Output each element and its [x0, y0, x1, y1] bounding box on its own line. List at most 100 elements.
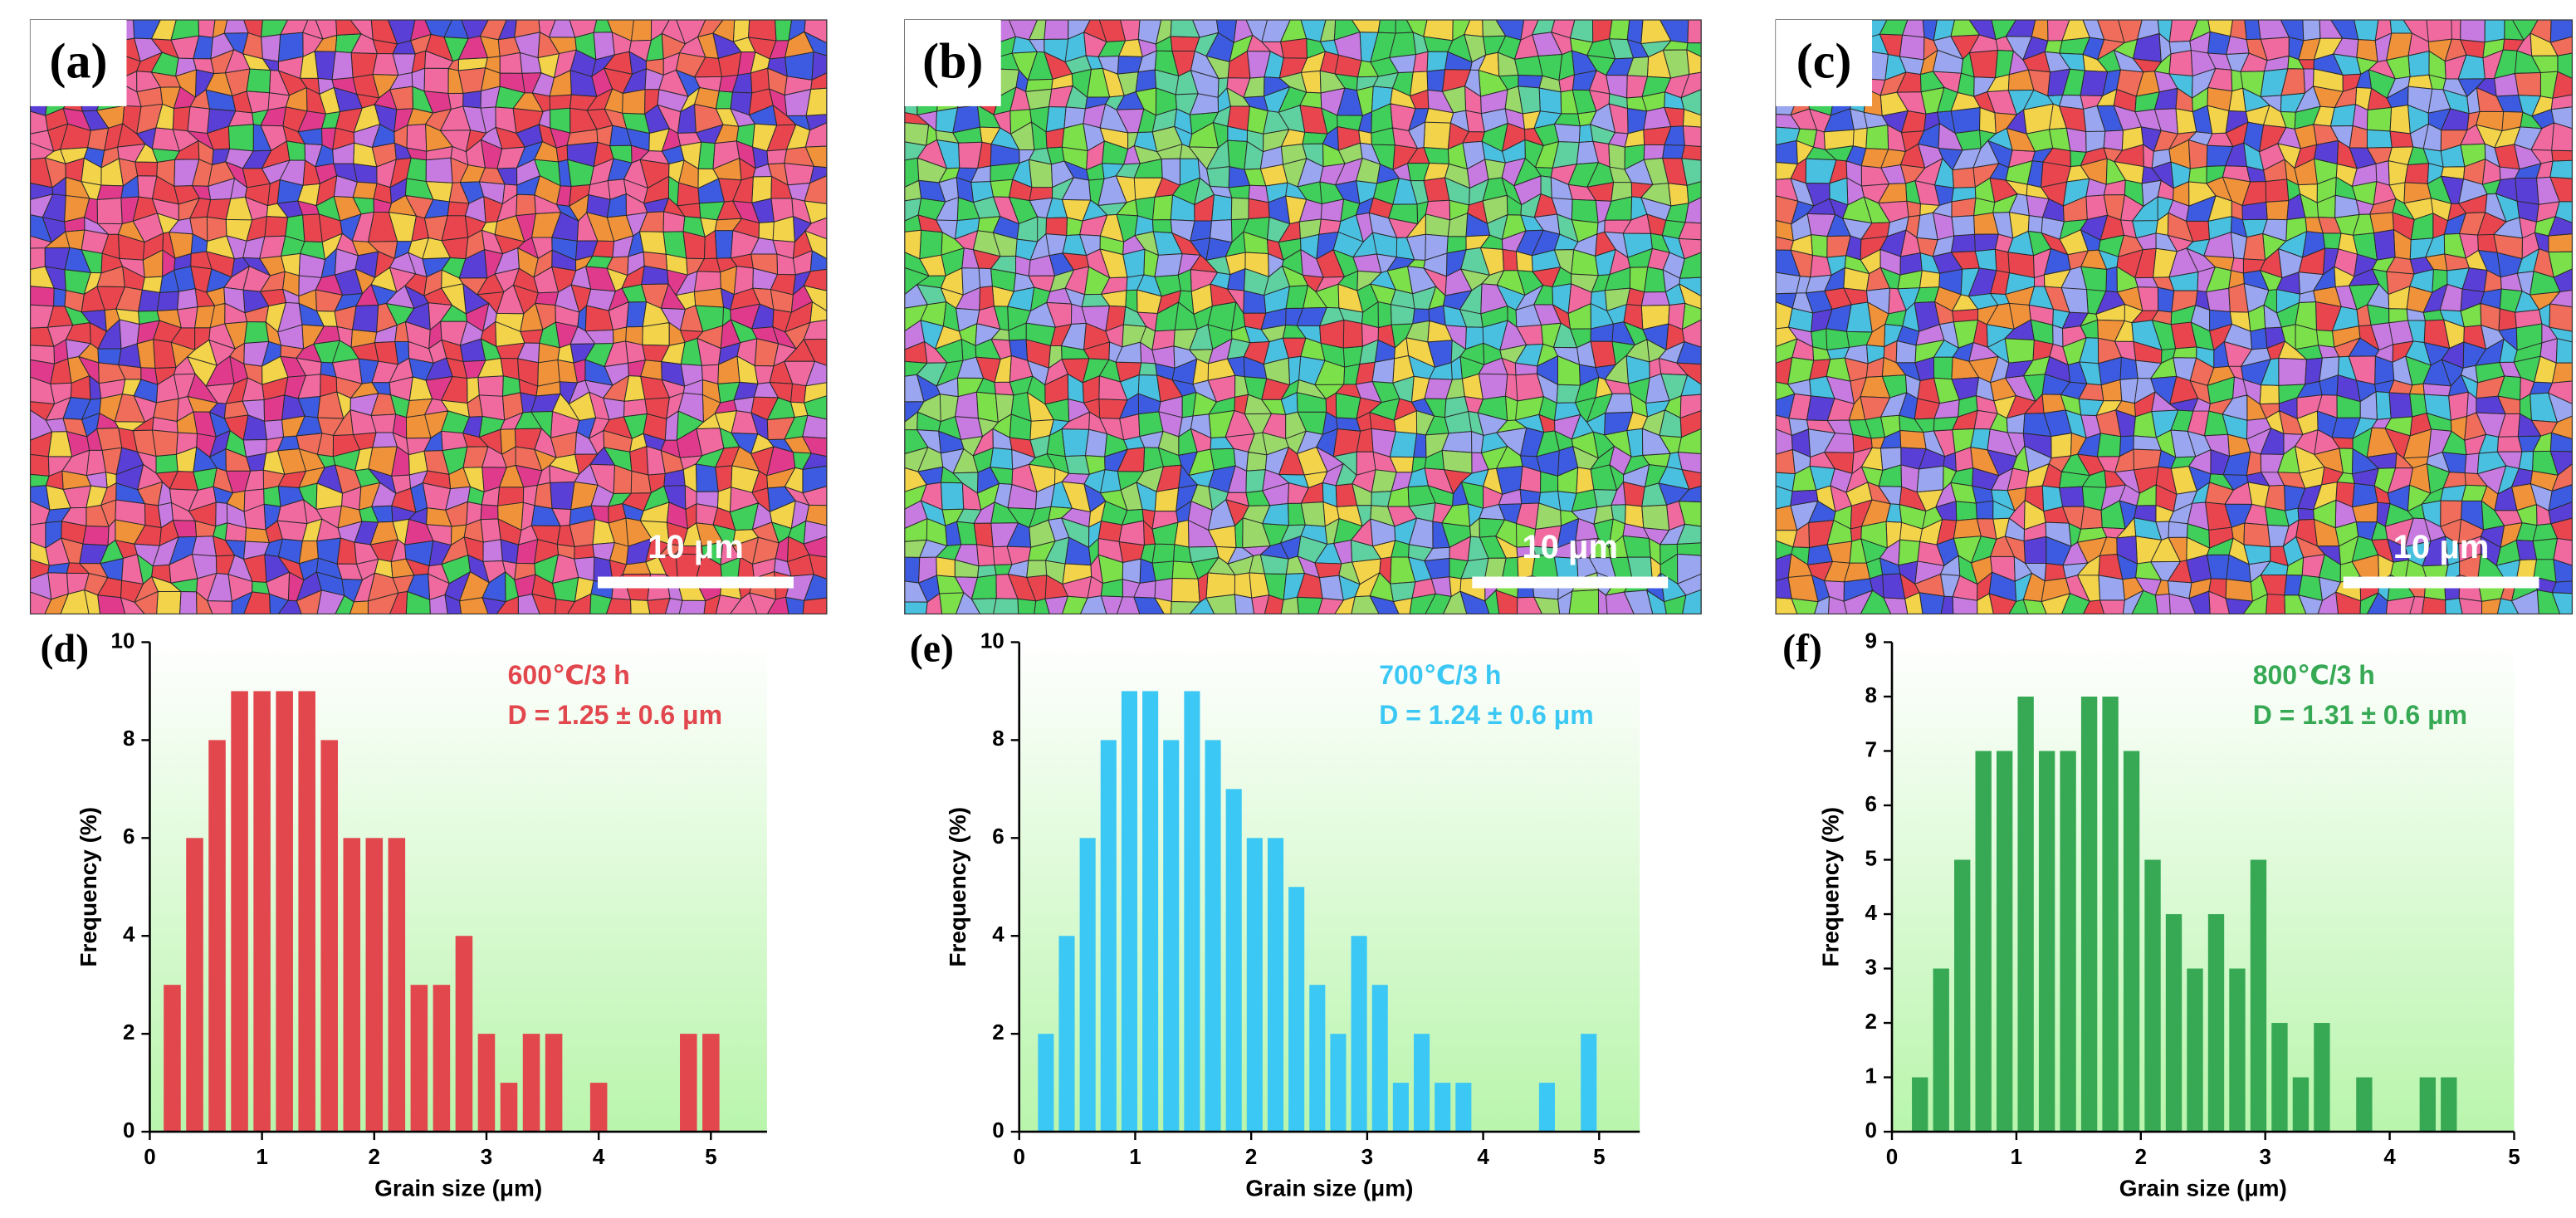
x-axis-label: Grain size (μm)	[1245, 1175, 1413, 1201]
bar	[1267, 838, 1284, 1132]
bar	[477, 1034, 496, 1132]
bar	[2123, 751, 2140, 1132]
y-tick-label: 6	[123, 824, 134, 849]
x-tick-label: 5	[1593, 1144, 1605, 1169]
bar	[1371, 985, 1388, 1132]
image-frame	[29, 19, 828, 615]
bar	[276, 691, 293, 1132]
bar	[1975, 751, 1992, 1132]
bar	[1538, 1083, 1555, 1132]
x-tick-label: 4	[593, 1144, 605, 1169]
y-tick-label: 6	[992, 824, 1004, 849]
panel-label: (b)	[922, 34, 983, 89]
y-tick-label: 8	[123, 726, 134, 751]
bar	[298, 691, 315, 1132]
bar	[164, 985, 181, 1132]
bar	[1933, 968, 1949, 1132]
scale-bar-label: 10 μm	[648, 529, 744, 565]
bar	[1121, 691, 1138, 1132]
panel-label: (d)	[41, 626, 90, 670]
y-tick-label: 5	[1865, 845, 1877, 870]
bar	[2292, 1077, 2310, 1132]
y-tick-label: 4	[1865, 900, 1878, 925]
annotation: D = 1.25 ± 0.6 μm	[508, 700, 722, 730]
x-tick-label: 0	[144, 1144, 155, 1169]
x-tick-label: 1	[2011, 1144, 2022, 1169]
bar	[186, 838, 203, 1132]
bar	[1079, 838, 1096, 1132]
x-tick-label: 1	[256, 1144, 267, 1169]
x-tick-label: 4	[2383, 1144, 2396, 1169]
bar	[680, 1034, 697, 1132]
bar	[1205, 740, 1221, 1132]
bar	[1288, 887, 1305, 1132]
grain	[1775, 19, 2573, 614]
bar	[1912, 1077, 1928, 1132]
bar	[2441, 1077, 2457, 1132]
bar	[1163, 740, 1180, 1132]
bar	[410, 985, 428, 1132]
bar	[2314, 1023, 2330, 1132]
bar	[1142, 691, 1159, 1132]
y-tick-label: 2	[123, 1020, 134, 1044]
bar	[2102, 696, 2119, 1132]
x-tick-label: 1	[1129, 1144, 1141, 1169]
bar	[208, 740, 226, 1132]
plot-background	[1892, 642, 2515, 1132]
y-tick-label: 2	[992, 1020, 1004, 1044]
bar	[2356, 1077, 2373, 1132]
panel-label: (f)	[1782, 626, 1822, 670]
label-box	[30, 19, 127, 106]
bar	[702, 1034, 720, 1132]
bar	[365, 838, 384, 1132]
scale-bar-label: 10 μm	[1522, 529, 1618, 565]
image-frame	[1775, 19, 2574, 615]
panel-label: (c)	[1796, 34, 1852, 89]
y-tick-label: 10	[111, 628, 135, 653]
bar	[1330, 1034, 1347, 1132]
bar	[1246, 838, 1263, 1132]
bar	[253, 691, 271, 1132]
scale-bar-label: 10 μm	[2393, 529, 2490, 565]
bar	[2419, 1077, 2436, 1132]
y-tick-label: 3	[1865, 954, 1877, 979]
x-tick-label: 2	[2135, 1144, 2147, 1169]
bar	[1435, 1083, 1451, 1132]
bar	[2080, 696, 2098, 1132]
bar	[231, 691, 248, 1132]
y-tick-label: 0	[123, 1118, 134, 1142]
y-axis-label: Frequency (%)	[1817, 807, 1843, 967]
bar	[343, 838, 361, 1132]
x-axis-label: Grain size (μm)	[374, 1175, 542, 1201]
bar	[522, 1034, 540, 1132]
y-axis-label: Frequency (%)	[945, 807, 970, 967]
bar	[1581, 1034, 1597, 1132]
bar	[1309, 985, 1326, 1132]
bar	[1413, 1034, 1430, 1132]
bar	[2271, 1023, 2288, 1132]
x-tick-label: 3	[481, 1144, 492, 1169]
y-tick-label: 1	[1865, 1063, 1877, 1088]
y-tick-label: 9	[1865, 628, 1877, 653]
y-tick-label: 8	[992, 726, 1004, 751]
y-tick-label: 6	[1865, 791, 1877, 816]
label-box	[1776, 19, 1873, 106]
bar	[2250, 859, 2267, 1132]
label-box	[904, 19, 1001, 106]
y-tick-label: 7	[1865, 736, 1877, 761]
bar	[2038, 751, 2055, 1132]
image-frame	[904, 19, 1702, 615]
bar	[2207, 914, 2225, 1132]
x-tick-label: 5	[705, 1144, 716, 1169]
x-tick-label: 2	[1245, 1144, 1257, 1169]
bar	[1038, 1034, 1054, 1132]
bar	[2165, 914, 2183, 1132]
bar	[545, 1034, 563, 1132]
bar	[1455, 1083, 1472, 1132]
x-tick-label: 4	[1477, 1144, 1489, 1169]
y-tick-label: 8	[1865, 682, 1877, 707]
y-tick-label: 10	[980, 628, 1004, 653]
bar	[2017, 696, 2034, 1132]
bar	[500, 1083, 518, 1132]
